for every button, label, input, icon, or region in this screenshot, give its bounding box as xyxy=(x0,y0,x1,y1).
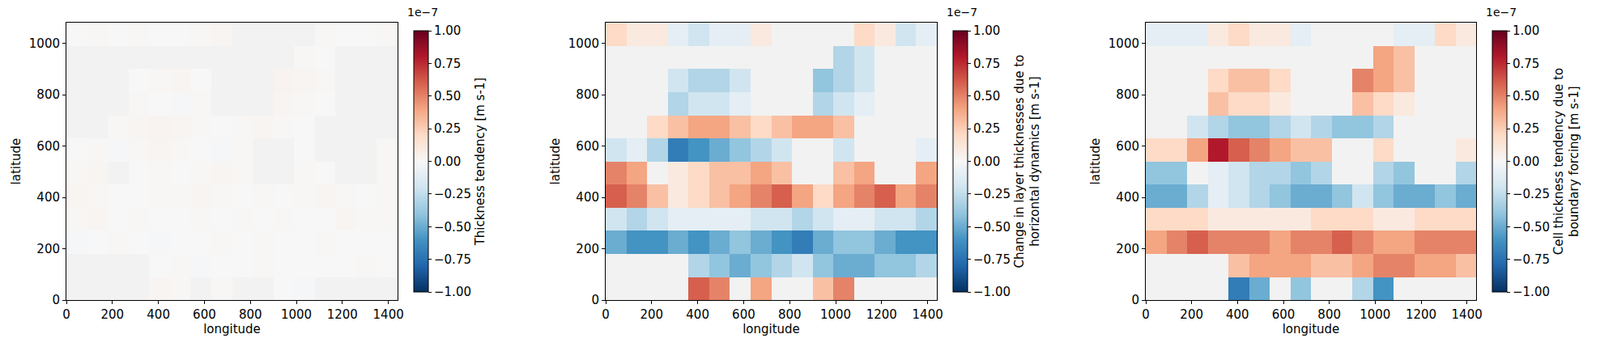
svg-text:1.00: 1.00 xyxy=(1512,23,1540,39)
svg-text:1200: 1200 xyxy=(866,307,898,323)
svg-text:1e−7: 1e−7 xyxy=(1485,5,1517,19)
svg-text:1400: 1400 xyxy=(1451,307,1483,323)
svg-text:400: 400 xyxy=(1115,190,1140,205)
svg-text:−0.50: −0.50 xyxy=(434,220,472,235)
svg-text:−0.25: −0.25 xyxy=(1512,187,1550,202)
svg-text:0.25: 0.25 xyxy=(434,121,461,137)
svg-text:400: 400 xyxy=(36,190,60,205)
svg-text:latitude: latitude xyxy=(548,138,563,186)
svg-text:0.50: 0.50 xyxy=(1512,89,1540,104)
svg-text:0.75: 0.75 xyxy=(1512,56,1540,72)
svg-text:1200: 1200 xyxy=(1405,307,1437,323)
svg-text:1000: 1000 xyxy=(820,307,852,323)
svg-text:−0.25: −0.25 xyxy=(973,187,1011,202)
svg-text:−1.00: −1.00 xyxy=(973,285,1011,300)
svg-text:600: 600 xyxy=(731,307,756,323)
svg-text:longitude: longitude xyxy=(742,322,800,337)
svg-text:600: 600 xyxy=(36,139,60,154)
svg-text:400: 400 xyxy=(1225,307,1250,323)
svg-text:800: 800 xyxy=(238,307,263,323)
svg-text:0.25: 0.25 xyxy=(973,121,1000,137)
svg-text:0: 0 xyxy=(1141,307,1150,323)
svg-text:latitude: latitude xyxy=(8,138,24,186)
svg-text:1.00: 1.00 xyxy=(973,23,1000,39)
svg-text:1000: 1000 xyxy=(29,36,60,52)
svg-text:800: 800 xyxy=(778,307,802,323)
svg-text:0: 0 xyxy=(591,293,600,308)
svg-text:0: 0 xyxy=(1131,293,1140,308)
svg-text:latitude: latitude xyxy=(1088,138,1103,186)
svg-text:1400: 1400 xyxy=(912,307,944,323)
svg-text:−0.75: −0.75 xyxy=(973,252,1011,268)
svg-text:600: 600 xyxy=(575,139,600,154)
svg-text:800: 800 xyxy=(575,87,600,103)
svg-text:1000: 1000 xyxy=(1108,36,1140,52)
svg-text:0.00: 0.00 xyxy=(973,154,1000,170)
svg-text:−0.50: −0.50 xyxy=(1512,220,1550,235)
svg-text:200: 200 xyxy=(1115,242,1140,257)
svg-text:longitude: longitude xyxy=(203,322,261,337)
svg-text:longitude: longitude xyxy=(1282,322,1341,337)
svg-text:0.50: 0.50 xyxy=(434,89,461,104)
svg-text:1e−7: 1e−7 xyxy=(946,5,978,19)
svg-text:600: 600 xyxy=(192,307,217,323)
svg-text:600: 600 xyxy=(1115,139,1140,154)
svg-text:−0.50: −0.50 xyxy=(973,220,1011,235)
svg-text:1e−7: 1e−7 xyxy=(407,5,439,19)
svg-text:800: 800 xyxy=(1317,307,1341,323)
svg-text:0.00: 0.00 xyxy=(1512,154,1540,170)
svg-text:400: 400 xyxy=(685,307,710,323)
svg-text:1000: 1000 xyxy=(1359,307,1391,323)
svg-text:1200: 1200 xyxy=(327,307,358,323)
svg-text:−1.00: −1.00 xyxy=(1512,285,1550,300)
svg-text:200: 200 xyxy=(639,307,664,323)
svg-text:1000: 1000 xyxy=(280,307,312,323)
svg-text:1400: 1400 xyxy=(373,307,405,323)
svg-text:Change in layer thicknesses du: Change in layer thicknesses due tohorizo… xyxy=(1012,55,1043,269)
svg-text:600: 600 xyxy=(1272,307,1296,323)
svg-text:0.25: 0.25 xyxy=(1512,121,1540,137)
svg-text:0: 0 xyxy=(601,307,610,323)
svg-text:800: 800 xyxy=(1115,87,1140,103)
svg-text:400: 400 xyxy=(146,307,171,323)
svg-text:−0.25: −0.25 xyxy=(434,187,472,202)
svg-text:800: 800 xyxy=(36,87,60,103)
svg-text:0.75: 0.75 xyxy=(434,56,461,72)
svg-text:0: 0 xyxy=(62,307,71,323)
svg-text:−0.75: −0.75 xyxy=(434,252,472,268)
svg-text:−1.00: −1.00 xyxy=(434,285,472,300)
svg-text:0.50: 0.50 xyxy=(973,89,1000,104)
svg-text:0.00: 0.00 xyxy=(434,154,461,170)
svg-text:1000: 1000 xyxy=(568,36,600,52)
svg-text:1.00: 1.00 xyxy=(434,23,461,39)
svg-text:0: 0 xyxy=(51,293,60,308)
svg-text:200: 200 xyxy=(36,242,60,257)
svg-text:Thickness tendency [m s-1]: Thickness tendency [m s-1] xyxy=(472,77,488,247)
svg-text:400: 400 xyxy=(575,190,600,205)
svg-text:200: 200 xyxy=(100,307,124,323)
svg-text:Cell thickness tendency due to: Cell thickness tendency due toboundary f… xyxy=(1551,68,1583,256)
svg-text:−0.75: −0.75 xyxy=(1512,252,1550,268)
svg-text:0.75: 0.75 xyxy=(973,56,1000,72)
svg-text:200: 200 xyxy=(1179,307,1204,323)
svg-text:200: 200 xyxy=(575,242,600,257)
